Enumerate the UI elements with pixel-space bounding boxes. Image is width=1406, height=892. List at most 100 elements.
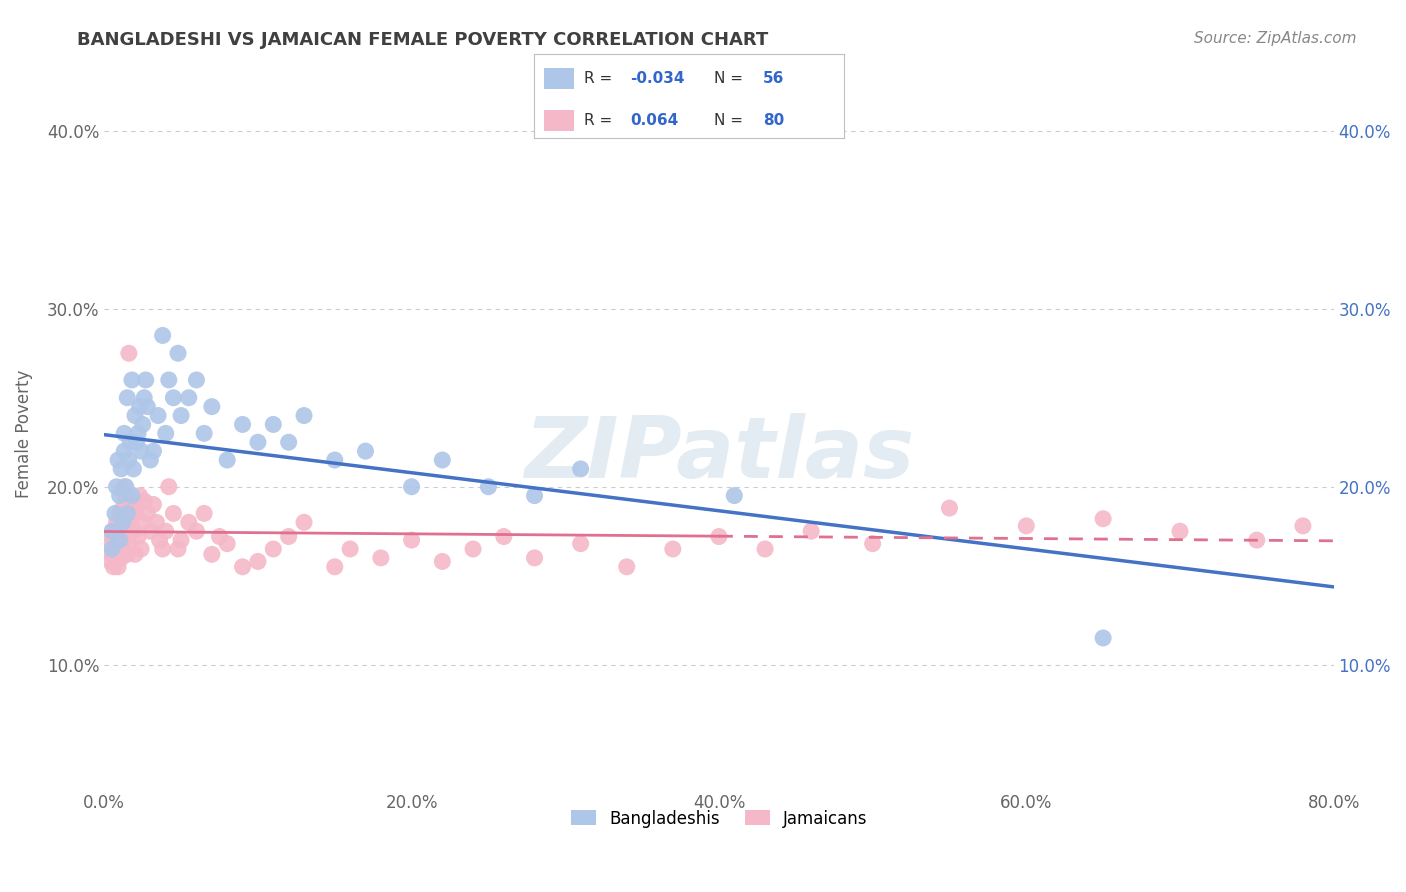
Point xyxy=(177,516,200,530)
Point xyxy=(117,507,139,521)
Point xyxy=(124,547,146,561)
Legend: Bangladeshis, Jamaicans: Bangladeshis, Jamaicans xyxy=(564,803,875,834)
FancyBboxPatch shape xyxy=(544,68,575,89)
Point xyxy=(117,547,139,561)
Point xyxy=(339,541,361,556)
Point xyxy=(118,346,141,360)
Point xyxy=(162,391,184,405)
Point xyxy=(114,489,136,503)
Point xyxy=(107,453,129,467)
Point xyxy=(128,400,150,414)
Point xyxy=(104,507,127,521)
Point xyxy=(162,507,184,521)
Point xyxy=(101,547,124,561)
Point xyxy=(112,444,135,458)
FancyBboxPatch shape xyxy=(544,111,575,131)
Point xyxy=(136,400,159,414)
Point xyxy=(114,530,136,544)
Point xyxy=(262,417,284,432)
Point xyxy=(108,541,131,556)
Text: BANGLADESHI VS JAMAICAN FEMALE POVERTY CORRELATION CHART: BANGLADESHI VS JAMAICAN FEMALE POVERTY C… xyxy=(77,31,769,49)
Point xyxy=(1015,519,1038,533)
Text: R =: R = xyxy=(583,71,617,86)
Point xyxy=(193,426,215,441)
Point xyxy=(127,530,149,544)
Point xyxy=(167,346,190,360)
Point xyxy=(277,530,299,544)
Point xyxy=(142,444,165,458)
Point xyxy=(246,554,269,568)
Point xyxy=(146,409,169,423)
Point xyxy=(136,507,159,521)
Point xyxy=(1246,533,1268,547)
Point xyxy=(120,519,142,533)
Point xyxy=(461,541,484,556)
Point xyxy=(177,391,200,405)
Point xyxy=(125,435,148,450)
Point xyxy=(492,530,515,544)
Point xyxy=(114,480,136,494)
Point xyxy=(121,498,143,512)
Point xyxy=(101,524,124,539)
Point xyxy=(105,516,128,530)
Point xyxy=(186,373,208,387)
Point xyxy=(523,550,546,565)
Point xyxy=(723,489,745,503)
Point xyxy=(128,489,150,503)
Point xyxy=(193,507,215,521)
Point xyxy=(107,559,129,574)
Point xyxy=(105,541,128,556)
Point xyxy=(101,530,124,544)
Point xyxy=(103,559,125,574)
Point xyxy=(107,524,129,539)
Point xyxy=(800,524,823,539)
Point xyxy=(707,530,730,544)
Point xyxy=(135,373,157,387)
Point xyxy=(105,480,128,494)
Text: 80: 80 xyxy=(763,113,785,128)
Point xyxy=(201,547,224,561)
Point xyxy=(110,550,132,565)
Point xyxy=(124,507,146,521)
Point xyxy=(201,400,224,414)
Point xyxy=(1092,512,1115,526)
Point xyxy=(112,480,135,494)
Text: R =: R = xyxy=(583,113,617,128)
Point xyxy=(1292,519,1315,533)
Point xyxy=(323,559,346,574)
Point xyxy=(104,550,127,565)
Point xyxy=(139,524,162,539)
Point xyxy=(110,519,132,533)
Point xyxy=(432,453,454,467)
Point xyxy=(108,507,131,521)
Point xyxy=(131,417,153,432)
Text: N =: N = xyxy=(714,113,748,128)
Point xyxy=(112,426,135,441)
Point xyxy=(217,536,239,550)
Point xyxy=(292,516,315,530)
Point xyxy=(217,453,239,467)
Point xyxy=(616,559,638,574)
Point xyxy=(127,426,149,441)
Point xyxy=(110,462,132,476)
Point xyxy=(134,494,156,508)
Point xyxy=(754,541,776,556)
Point xyxy=(155,426,177,441)
Point xyxy=(208,530,231,544)
Point xyxy=(125,501,148,516)
Point xyxy=(117,512,139,526)
Point xyxy=(157,373,180,387)
Point xyxy=(523,489,546,503)
Point xyxy=(122,462,145,476)
Point xyxy=(97,536,120,550)
Point xyxy=(121,489,143,503)
Point xyxy=(401,480,423,494)
Point xyxy=(139,453,162,467)
Text: N =: N = xyxy=(714,71,748,86)
Point xyxy=(370,550,392,565)
Y-axis label: Female Poverty: Female Poverty xyxy=(15,369,32,498)
Point xyxy=(111,533,134,547)
Point xyxy=(111,516,134,530)
Text: -0.034: -0.034 xyxy=(630,71,685,86)
Point xyxy=(477,480,499,494)
